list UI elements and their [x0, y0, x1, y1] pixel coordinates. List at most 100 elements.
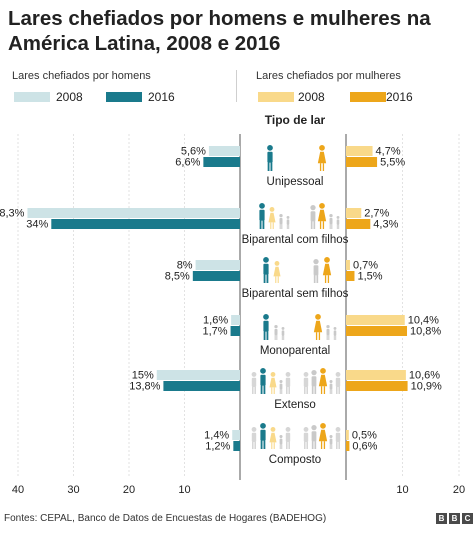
woman-children-icon	[333, 327, 337, 330]
men-bar-2016	[230, 326, 240, 336]
family-with-elders-icon	[251, 372, 257, 377]
man-woman-children-icon	[336, 216, 340, 219]
category-label: Monoparental	[260, 345, 330, 357]
center-label: Tipo de lar	[265, 113, 326, 127]
family-with-others-icon	[271, 442, 273, 449]
family-with-others-icon	[335, 427, 341, 432]
woman-children-icon	[326, 335, 328, 340]
woman-icon	[319, 145, 325, 151]
women-bar-2016	[346, 157, 378, 167]
man-icon	[267, 162, 270, 171]
man-woman-children-icon	[259, 220, 262, 229]
woman-children-icon	[326, 328, 330, 336]
family-with-elders-icon	[263, 385, 266, 394]
family-with-elders-icon	[331, 389, 333, 394]
man-children-icon	[283, 335, 285, 340]
family-with-others-icon	[251, 432, 257, 442]
woman-children-icon	[315, 314, 321, 320]
men-bar-label-2008: 1,4%	[204, 430, 229, 442]
women-bar-2008	[346, 146, 373, 156]
family-with-others-icon	[263, 440, 266, 449]
man-woman-icon	[263, 263, 269, 275]
man-woman-children-icon	[281, 224, 283, 229]
family-with-elders-icon	[260, 374, 266, 386]
legend-men-2016-label: 2016	[148, 90, 175, 104]
family-with-others-icon	[270, 427, 276, 432]
man-children-icon	[281, 330, 285, 336]
man-children-icon	[266, 331, 269, 340]
family-with-others-icon	[323, 441, 326, 449]
family-with-others-icon	[260, 423, 266, 429]
women-bar-2016	[346, 381, 408, 391]
men-bar-2008	[208, 146, 240, 156]
family-with-others-icon	[314, 441, 317, 449]
men-bar-2016	[163, 381, 240, 391]
man-woman-children-icon	[268, 212, 276, 223]
women-bar-label-2016: 0,6%	[352, 441, 377, 453]
family-with-elders-icon	[318, 374, 328, 387]
family-with-elders-icon	[285, 372, 291, 377]
man-woman-icon	[313, 259, 319, 265]
family-with-elders-icon	[304, 386, 306, 394]
women-tick-label: 20	[453, 484, 465, 496]
man-woman-icon	[263, 274, 266, 283]
family-with-others-icon	[318, 429, 328, 442]
man-woman-children-icon	[329, 224, 331, 229]
woman-children-icon	[335, 335, 337, 340]
family-with-others-icon	[311, 441, 314, 449]
family-with-others-icon	[286, 441, 288, 449]
man-woman-icon	[316, 275, 319, 283]
man-woman-children-icon	[259, 203, 265, 209]
women-bar-label-2008: 0,5%	[352, 430, 377, 442]
butterfly-bar-chart: Tipo de lar 40 30 20 10 10 20 5,6%6,6% 38,3%34% 8…	[0, 113, 465, 496]
men-bar-label-2016: 1,2%	[205, 441, 230, 453]
family-with-elders-icon	[338, 386, 340, 394]
men-bar-label-2008: 8%	[177, 260, 193, 272]
woman-children-icon	[333, 330, 337, 336]
woman-icon	[322, 163, 325, 171]
women-bar-label-2016: 10,9%	[411, 381, 442, 393]
family-with-elders-icon	[335, 377, 341, 387]
man-woman-children-icon	[310, 221, 313, 229]
legend-men-header: Lares chefiados por homens	[12, 70, 151, 82]
man-woman-children-icon	[279, 217, 283, 225]
men-bar-2008	[195, 260, 240, 270]
family-with-elders-icon	[273, 387, 275, 394]
family-with-others-icon	[279, 435, 283, 439]
family-with-others-icon	[303, 427, 309, 432]
family-with-others-icon	[336, 441, 338, 449]
family-with-elders-icon	[336, 386, 338, 394]
family-with-elders-icon	[286, 386, 288, 394]
women-bar-2008	[346, 315, 405, 325]
men-tick-label: 30	[67, 484, 79, 496]
man-woman-icon	[313, 265, 319, 276]
men-bar-label-2016: 1,7%	[202, 326, 227, 338]
man-woman-icon	[322, 263, 332, 276]
legend-swatch-women-2008	[258, 92, 294, 102]
women-bar-label-2016: 5,5%	[380, 157, 405, 169]
man-woman-icon	[327, 275, 330, 283]
man-woman-children-icon	[329, 214, 333, 218]
legend-women-2016-label: 2016	[386, 90, 413, 104]
family-with-others-icon	[331, 444, 333, 449]
man-woman-children-icon	[286, 224, 288, 229]
family-with-elders-icon	[271, 387, 273, 394]
men-bar-2008	[156, 370, 240, 380]
family-with-elders-icon	[279, 380, 283, 384]
family-with-elders-icon	[269, 377, 277, 388]
women-bar-2016	[346, 219, 371, 229]
women-bar-label-2016: 10,8%	[410, 326, 441, 338]
family-with-elders-icon	[279, 383, 283, 390]
family-with-others-icon	[269, 432, 277, 443]
family-with-elders-icon	[320, 368, 326, 374]
family-with-others-icon	[279, 444, 281, 449]
man-woman-icon	[263, 257, 269, 263]
man-woman-children-icon	[310, 205, 316, 211]
men-bar-label-2008: 15%	[132, 370, 154, 382]
family-with-elders-icon	[281, 389, 283, 394]
family-with-others-icon	[285, 427, 291, 432]
legend-women-2008-label: 2008	[298, 90, 325, 104]
man-woman-children-icon	[310, 211, 316, 222]
women-bar-2016	[346, 271, 355, 281]
